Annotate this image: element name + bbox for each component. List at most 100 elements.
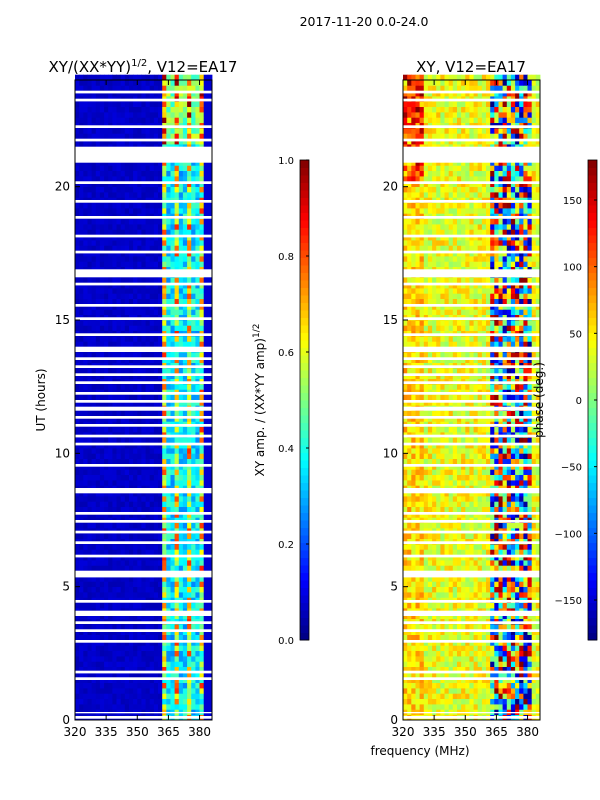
heatmap-cell <box>79 160 84 166</box>
heatmap-cell <box>91 672 97 678</box>
heatmap-cell <box>99 533 105 539</box>
heatmap-cell <box>191 170 196 177</box>
flagged-row <box>75 434 212 438</box>
heatmap-cell <box>182 506 188 513</box>
heatmap-cell <box>153 304 159 310</box>
heatmap-cell <box>99 512 105 518</box>
heatmap-cell <box>510 645 516 651</box>
heatmap-cell <box>129 74 134 81</box>
heatmap-cell <box>461 613 466 619</box>
heatmap-cell <box>149 586 155 593</box>
heatmap-cell <box>145 256 151 262</box>
heatmap-cell <box>494 592 499 598</box>
heatmap-cell <box>124 250 130 257</box>
heatmap-cell <box>99 133 105 139</box>
heatmap-cell <box>137 218 142 225</box>
ytick-label: 5 <box>62 580 70 594</box>
heatmap-cell <box>403 661 408 667</box>
heatmap-cell <box>116 666 122 673</box>
heatmap-cell <box>137 277 142 283</box>
heatmap-cell <box>133 533 138 539</box>
heatmap-cell <box>129 586 134 593</box>
heatmap-cell <box>124 682 130 689</box>
heatmap-cell <box>133 426 138 433</box>
heatmap-cell <box>91 368 97 374</box>
heatmap-cell <box>129 341 134 347</box>
heatmap-cell <box>137 650 142 657</box>
heatmap-cell <box>116 656 122 662</box>
heatmap-cell <box>153 442 159 449</box>
heatmap-cell <box>79 442 84 449</box>
heatmap-cell <box>75 384 80 390</box>
heatmap-cell <box>116 357 122 363</box>
heatmap-cell <box>423 629 429 635</box>
heatmap-cell <box>187 229 192 235</box>
heatmap-cell <box>87 261 93 267</box>
heatmap-cell <box>112 261 117 267</box>
heatmap-cell <box>207 501 213 507</box>
heatmap-cell <box>112 245 117 251</box>
heatmap-cell <box>199 160 205 166</box>
heatmap-cell <box>79 288 84 294</box>
heatmap-cell <box>187 640 192 646</box>
heatmap-cell <box>99 373 105 379</box>
heatmap-cell <box>187 298 192 305</box>
heatmap-cell <box>116 85 122 91</box>
heatmap-cell <box>116 592 122 598</box>
heatmap-cell <box>403 698 408 705</box>
heatmap-cell <box>490 602 495 609</box>
heatmap-cell <box>79 576 84 582</box>
heatmap-cell <box>195 80 200 86</box>
heatmap-cell <box>145 576 151 582</box>
heatmap-cell <box>199 437 205 443</box>
heatmap-cell <box>187 133 192 139</box>
heatmap-cell <box>104 544 109 550</box>
heatmap-cell <box>419 592 425 598</box>
heatmap-cell <box>191 688 196 694</box>
heatmap-cell <box>191 416 196 422</box>
heatmap-cell <box>199 480 205 486</box>
heatmap-cell <box>153 160 159 166</box>
heatmap-cell <box>523 666 528 673</box>
heatmap-cell <box>531 650 537 657</box>
heatmap-cell <box>145 490 151 497</box>
heatmap-cell <box>87 282 93 289</box>
heatmap-cell <box>166 613 171 619</box>
ytick-label: 10 <box>55 446 70 460</box>
heatmap-cell <box>207 368 213 374</box>
heatmap-cell <box>178 666 184 673</box>
heatmap-cell <box>153 602 159 609</box>
heatmap-cell <box>502 666 508 673</box>
heatmap-cell <box>166 544 171 550</box>
heatmap-cell <box>120 208 126 214</box>
heatmap-cell <box>133 293 138 299</box>
heatmap-cell <box>141 496 146 502</box>
heatmap-cell <box>203 565 209 571</box>
heatmap-cell <box>170 261 176 267</box>
suptitle: 2017-11-20 0.0-24.0 <box>300 14 429 29</box>
heatmap-cell <box>498 645 504 651</box>
heatmap-cell <box>104 256 109 262</box>
colorbar-segment <box>300 257 309 266</box>
heatmap-cell <box>108 90 113 97</box>
heatmap-cell <box>457 629 462 635</box>
flagged-row <box>75 346 212 352</box>
heatmap-cell <box>87 394 93 401</box>
heatmap-cell <box>124 624 130 630</box>
heatmap-cell <box>104 384 109 390</box>
heatmap-cell <box>124 672 130 678</box>
heatmap-cell <box>187 624 192 630</box>
heatmap-cell <box>502 586 508 593</box>
left-axes-frame <box>74 79 213 721</box>
heatmap-cell <box>112 117 117 123</box>
heatmap-cell <box>83 74 88 81</box>
heatmap-cell <box>174 384 180 390</box>
heatmap-cell <box>506 592 512 598</box>
heatmap-cell <box>178 661 184 667</box>
heatmap-cell <box>199 288 205 294</box>
heatmap-cell <box>129 453 134 459</box>
heatmap-cell <box>207 394 213 401</box>
heatmap-cell <box>203 202 209 209</box>
heatmap-cell <box>411 704 416 710</box>
heatmap-cell <box>75 298 80 305</box>
